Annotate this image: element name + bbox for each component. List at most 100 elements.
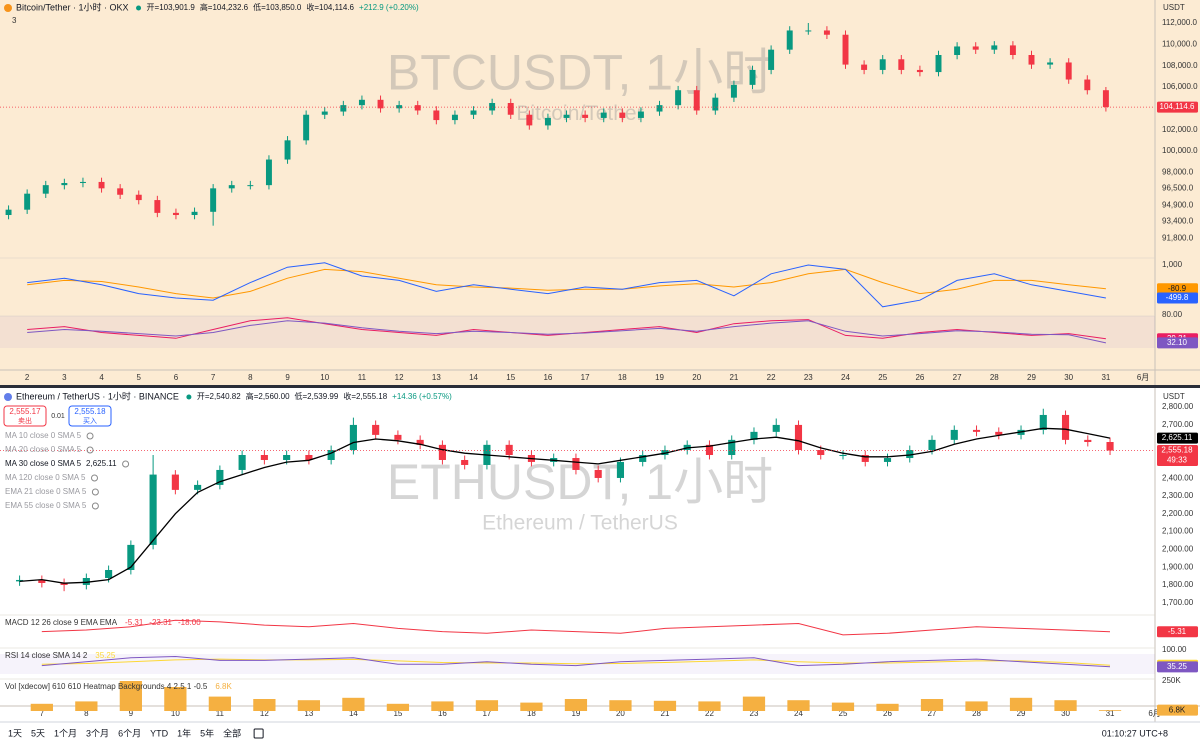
range-button[interactable]: 全部 xyxy=(223,727,241,738)
price-unit: USDT xyxy=(1163,3,1185,12)
x-tick-label: 6月 xyxy=(1137,373,1149,382)
candle-body xyxy=(619,112,626,118)
indicator-count[interactable]: 3 xyxy=(12,16,17,25)
buy-button[interactable] xyxy=(68,405,112,427)
visibility-toggle[interactable] xyxy=(91,474,98,482)
price-unit: USDT xyxy=(1163,392,1185,401)
indicator-label: -5.31 xyxy=(1168,627,1187,636)
indicator-label-bg xyxy=(1157,661,1198,673)
candle-body xyxy=(768,49,775,70)
candle-body xyxy=(1039,414,1047,430)
indicator-label-bg xyxy=(1157,292,1198,304)
candle-body xyxy=(321,111,328,115)
x-tick-label: 30 xyxy=(1064,373,1073,382)
volume-bar xyxy=(520,702,543,711)
candle-body xyxy=(1065,62,1072,80)
toolbar xyxy=(0,722,1200,746)
range-button[interactable]: 3个月 xyxy=(86,728,109,738)
volume-bar xyxy=(831,702,855,711)
x-tick-label: 25 xyxy=(839,709,848,718)
date-range-icon[interactable] xyxy=(253,728,264,739)
range-button[interactable]: 5天 xyxy=(31,728,45,738)
y-tick-label: 2,000.00 xyxy=(1162,544,1194,553)
visibility-toggle[interactable] xyxy=(91,502,99,510)
candle-body xyxy=(916,69,923,73)
candle-body xyxy=(616,461,625,478)
ma-value: 2,625.11 xyxy=(86,459,117,468)
candle-body xyxy=(879,59,886,70)
x-tick-label: 2 xyxy=(25,373,30,382)
x-tick-label: 26 xyxy=(915,373,924,382)
range-button[interactable]: 1天 xyxy=(8,728,22,738)
x-tick-label: 11 xyxy=(216,709,225,718)
candle-body xyxy=(786,30,793,50)
visibility-toggle[interactable] xyxy=(86,432,94,440)
sell-button[interactable] xyxy=(3,405,47,427)
volume-bar xyxy=(386,703,410,711)
y-tick-label: 93,400.0 xyxy=(1162,217,1194,226)
visibility-toggle[interactable] xyxy=(91,488,99,496)
volume-bar xyxy=(609,700,632,711)
candle-body xyxy=(794,424,803,451)
candle-body xyxy=(839,455,847,457)
last-price-label: 104,114.6 xyxy=(1160,102,1196,111)
indicator-legend: MA 30 close 0 SMA 5 xyxy=(5,459,82,468)
ohlc-value: 低=103,850.0 xyxy=(253,2,302,12)
volume-bar xyxy=(1098,710,1122,711)
chart-title: Ethereum / TetherUS · 1小时 · BINANCE xyxy=(16,390,179,401)
x-tick-label: 27 xyxy=(928,709,937,718)
volume-bar xyxy=(475,700,499,711)
x-tick-label: 28 xyxy=(972,709,981,718)
range-button[interactable]: 5年 xyxy=(200,727,214,738)
indicator-legend: EMA 55 close 0 SMA 5 xyxy=(5,501,87,510)
indicator-label: 6.8K xyxy=(1169,705,1186,714)
candle-body xyxy=(507,103,514,115)
candle-body xyxy=(149,474,157,545)
candle-body xyxy=(639,455,647,462)
indicator-line xyxy=(27,262,1106,308)
candle-body xyxy=(572,458,580,470)
volume-bar xyxy=(920,699,944,711)
visibility-toggle[interactable] xyxy=(122,460,130,468)
candle-body xyxy=(954,46,961,56)
x-tick-label: 29 xyxy=(1027,373,1036,382)
x-tick-label: 10 xyxy=(320,373,329,382)
x-tick-label: 9 xyxy=(129,709,134,718)
x-tick-label: 8 xyxy=(248,373,253,382)
x-tick-label: 6月 xyxy=(1148,709,1160,718)
candle-body xyxy=(600,112,607,118)
x-tick-label: 21 xyxy=(661,709,670,718)
volume-bar xyxy=(742,696,766,711)
range-button[interactable]: YTD xyxy=(150,728,169,738)
candle-body xyxy=(805,30,812,32)
y-tick-label: 102,000.0 xyxy=(1162,125,1198,134)
x-tick-label: 4 xyxy=(99,373,104,382)
candle-body xyxy=(24,193,31,210)
market-status xyxy=(136,5,142,11)
indicator-label-bg xyxy=(1157,337,1198,349)
candle-body xyxy=(247,185,254,187)
range-button[interactable]: 1个月 xyxy=(54,728,77,738)
x-tick-label: 19 xyxy=(571,709,580,718)
range-button[interactable]: 6个月 xyxy=(118,728,141,738)
indicator-legend: MA 10 close 0 SMA 5 xyxy=(5,431,82,440)
indicator-line xyxy=(41,658,1111,666)
y-tick-label: 108,000.0 xyxy=(1162,61,1198,70)
sell-price: 2,555.17 xyxy=(9,407,41,416)
candle-body xyxy=(842,34,849,65)
chart-divider xyxy=(0,385,1200,388)
x-tick-label: 13 xyxy=(304,709,313,718)
candle-body xyxy=(750,431,758,440)
range-band xyxy=(0,316,1155,348)
candle-body xyxy=(228,185,235,189)
ohlc-value: 收=104,114.6 xyxy=(306,2,354,12)
y-tick-label: 106,000.0 xyxy=(1162,82,1198,91)
y-tick-label: 98,000.0 xyxy=(1162,167,1194,176)
y-tick-label: 96,500.0 xyxy=(1162,183,1194,192)
panel-title: Vol [xdecow] 610 610 Heatmap Backgrounds… xyxy=(5,682,208,691)
last-price-label: 2,555.18 xyxy=(1161,446,1193,455)
range-button[interactable]: 1年 xyxy=(177,727,191,738)
candle-body xyxy=(377,99,384,109)
visibility-toggle[interactable] xyxy=(86,446,94,454)
candle-body xyxy=(749,69,756,85)
